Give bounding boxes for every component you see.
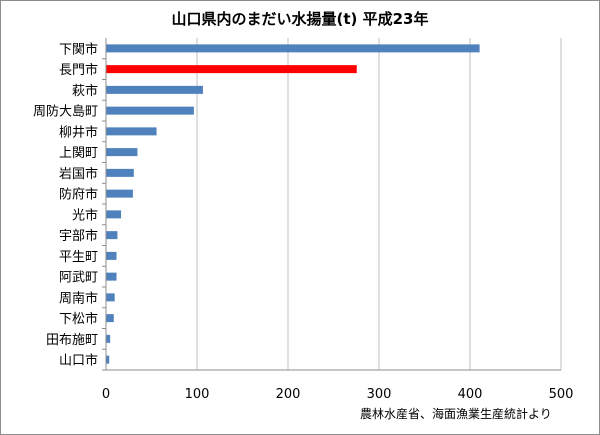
- category-label: 下関市: [59, 41, 98, 57]
- chart-title: 山口県内のまだい水揚量(t) 平成23年: [171, 10, 429, 28]
- bar: [106, 148, 138, 157]
- bar: [106, 127, 157, 136]
- bar: [106, 355, 110, 364]
- bar: [106, 106, 194, 115]
- x-tick-label: 300: [367, 387, 392, 402]
- category-label: 長門市: [59, 62, 98, 78]
- category-label: 柳井市: [59, 124, 98, 140]
- category-label: 光市: [72, 207, 98, 223]
- bar: [106, 272, 117, 281]
- bar: [106, 85, 203, 94]
- category-label: 周南市: [59, 290, 98, 306]
- category-label: 周防大島町: [33, 104, 98, 120]
- category-label: 上関町: [59, 146, 98, 161]
- category-label: 岩国市: [59, 166, 98, 182]
- bar: [106, 293, 115, 302]
- bar: [106, 168, 134, 177]
- bar: [106, 231, 118, 240]
- x-tick-label: 0: [102, 387, 110, 402]
- category-label: 下松市: [59, 311, 98, 327]
- bar: [106, 189, 133, 198]
- category-label: 萩市: [72, 83, 98, 99]
- x-tick-label: 500: [549, 387, 574, 402]
- bar: [106, 210, 122, 219]
- x-tick-label: 200: [276, 387, 301, 402]
- bar: [106, 44, 480, 53]
- category-label: 山口市: [59, 353, 98, 369]
- source-annotation: 農林水産省、海面漁業生産統計より: [360, 407, 552, 421]
- category-label: 宇部市: [59, 228, 98, 244]
- bar: [106, 334, 111, 343]
- category-label: 防府市: [59, 187, 98, 203]
- category-label: 阿武町: [59, 271, 98, 286]
- x-tick-label: 400: [458, 387, 483, 402]
- category-label: 田布施町: [46, 333, 98, 348]
- bar: [106, 251, 117, 260]
- bar: [106, 314, 114, 323]
- x-tick-label: 100: [185, 387, 210, 402]
- bar: [106, 65, 357, 74]
- category-label: 平生町: [59, 250, 98, 265]
